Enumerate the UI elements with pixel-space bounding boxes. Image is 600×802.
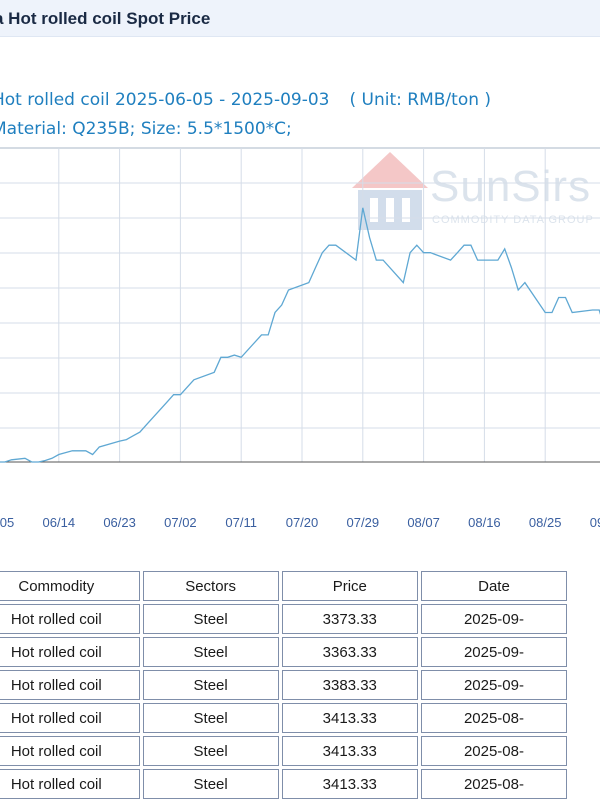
- x-tick-label: 07/20: [286, 515, 319, 530]
- cell-sector: Steel: [142, 703, 279, 733]
- header-price: Price: [281, 571, 418, 601]
- cell-date: 2025-08-: [420, 703, 567, 733]
- cell-price: 3383.33: [281, 670, 418, 700]
- x-tick-label: 08/25: [529, 515, 562, 530]
- x-tick-label: 08/16: [468, 515, 501, 530]
- x-tick-label: 07/11: [225, 515, 257, 530]
- cell-price: 3413.33: [281, 703, 418, 733]
- header-sectors: Sectors: [142, 571, 279, 601]
- x-axis-ticks: 06/05 06/14 06/23 07/02 07/11 07/20 07/29 08/07…: [0, 515, 600, 530]
- x-tick-label: 06/23: [103, 515, 136, 530]
- table-header-row: Commodity Sectors Price Date: [0, 571, 567, 601]
- page-title: a Hot rolled coil Spot Price: [0, 9, 211, 28]
- chart-subtitle-line1: Hot rolled coil 2025-06-05 - 2025-09-03 (…: [0, 90, 491, 110]
- cell-price: 3413.33: [281, 769, 418, 799]
- watermark-tagline: COMMODITY DATA GROUP: [432, 214, 594, 226]
- cell-commodity: Hot rolled coil: [0, 736, 140, 766]
- price-line-chart: 06/05 06/14 06/23 07/02 07/11 07/20 07/29 08/07…: [0, 147, 600, 530]
- cell-price: 3413.33: [281, 736, 418, 766]
- cell-commodity: Hot rolled coil: [0, 637, 140, 667]
- x-tick-label: 06/05: [0, 515, 14, 530]
- table-row: Hot rolled coil Steel 3413.33 2025-08-: [0, 736, 567, 766]
- cell-commodity: Hot rolled coil: [0, 604, 140, 634]
- cell-sector: Steel: [142, 670, 279, 700]
- table-row: Hot rolled coil Steel 3383.33 2025-09-: [0, 670, 567, 700]
- cell-date: 2025-08-: [420, 769, 567, 799]
- cell-sector: Steel: [142, 769, 279, 799]
- unit-text: ( Unit: RMB/ton ): [349, 90, 492, 110]
- x-tick-label: 08/07: [407, 515, 440, 530]
- cell-sector: Steel: [142, 604, 279, 634]
- table-row: Hot rolled coil Steel 3413.33 2025-08-: [0, 703, 567, 733]
- cell-commodity: Hot rolled coil: [0, 670, 140, 700]
- x-tick-label: 07/29: [347, 515, 380, 530]
- cell-commodity: Hot rolled coil: [0, 769, 140, 799]
- cell-date: 2025-09-: [420, 637, 567, 667]
- x-tick-label: 09/03: [590, 515, 600, 530]
- cell-date: 2025-09-: [420, 670, 567, 700]
- cell-date: 2025-08-: [420, 736, 567, 766]
- sunsirs-logo-icon: [352, 152, 428, 230]
- table-row: Hot rolled coil Steel 3373.33 2025-09-: [0, 604, 567, 634]
- x-tick-label: 07/02: [164, 515, 197, 530]
- table-row: Hot rolled coil Steel 3413.33 2025-08-: [0, 769, 567, 799]
- x-tick-label: 06/14: [43, 515, 76, 530]
- title-bar: a Hot rolled coil Spot Price: [0, 0, 600, 37]
- cell-date: 2025-09-: [420, 604, 567, 634]
- sunsirs-watermark: SunSirs COMMODITY DATA GROUP: [350, 150, 600, 250]
- cell-price: 3363.33: [281, 637, 418, 667]
- watermark-brand: SunSirs: [430, 162, 592, 211]
- header-date: Date: [420, 571, 567, 601]
- header-commodity: Commodity: [0, 571, 140, 601]
- price-table: Commodity Sectors Price Date Hot rolled …: [0, 568, 570, 802]
- cell-sector: Steel: [142, 736, 279, 766]
- cell-sector: Steel: [142, 637, 279, 667]
- table-row: Hot rolled coil Steel 3363.33 2025-09-: [0, 637, 567, 667]
- chart-gridlines: [0, 147, 600, 463]
- price-series-line: [0, 207, 600, 463]
- chart-range-text: Hot rolled coil 2025-06-05 - 2025-09-03: [0, 90, 330, 110]
- chart-subtitle-line2: Material: Q235B; Size: 5.5*1500*C;: [0, 119, 292, 139]
- cell-price: 3373.33: [281, 604, 418, 634]
- cell-commodity: Hot rolled coil: [0, 703, 140, 733]
